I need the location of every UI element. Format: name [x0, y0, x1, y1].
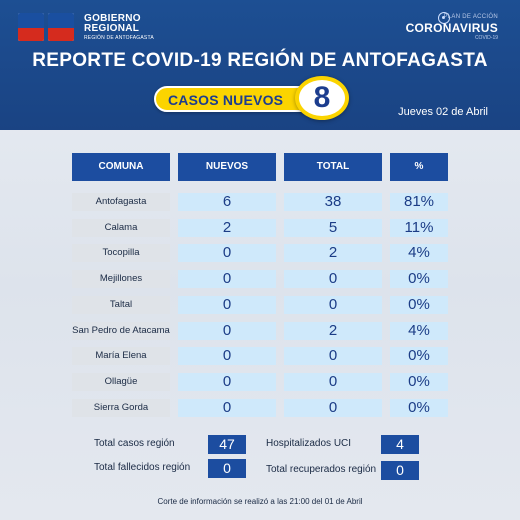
header-banner: GOBIERNO REGIONAL REGIÓN DE ANTOFAGASTA …	[0, 0, 520, 130]
new-cases-label: CASOS NUEVOS	[168, 92, 284, 108]
comuna-name: Calama	[72, 219, 170, 237]
new-cases-cell: 0	[178, 399, 276, 417]
total-cases-cell: 2	[284, 244, 382, 262]
total-cases-cell: 38	[284, 193, 382, 211]
logo-text-region: REGIÓN DE ANTOFAGASTA	[84, 34, 154, 41]
percent-cell: 4%	[390, 322, 448, 340]
header-percent: %	[390, 153, 448, 181]
header-total: TOTAL	[284, 153, 382, 181]
new-cases-cell: 0	[178, 322, 276, 340]
total-deaths-value: 0	[208, 459, 246, 478]
recovered-value: 0	[381, 461, 419, 480]
government-wordmark: GOBIERNO REGIONAL REGIÓN DE ANTOFAGASTA	[84, 12, 154, 41]
percent-cell: 0%	[390, 399, 448, 417]
new-cases-badge: CASOS NUEVOS	[154, 86, 314, 112]
plan-text: PLAN DE ACCIÓN	[443, 14, 498, 20]
total-cases-label: Total casos región	[94, 438, 175, 449]
report-date: Jueves 02 de Abril	[398, 106, 488, 118]
header-nuevos: NUEVOS	[178, 153, 276, 181]
logo-text-regional: REGIONAL	[84, 22, 140, 34]
government-logos: GOBIERNO REGIONAL REGIÓN DE ANTOFAGASTA	[18, 12, 154, 42]
total-cases-cell: 0	[284, 296, 382, 314]
regional-government-logo-icon	[48, 13, 74, 41]
campaign-sub: COVID-19	[474, 35, 498, 41]
new-cases-cell: 0	[178, 296, 276, 314]
percent-cell: 0%	[390, 347, 448, 365]
ministry-logo-icon	[18, 13, 44, 41]
new-cases-count-circle: 8	[295, 76, 349, 120]
total-cases-cell: 0	[284, 270, 382, 288]
new-cases-cell: 0	[178, 347, 276, 365]
total-cases-cell: 0	[284, 347, 382, 365]
percent-cell: 4%	[390, 244, 448, 262]
page-title: REPORTE COVID-19 REGIÓN DE ANTOFAGASTA	[32, 50, 488, 71]
comuna-name: Tocopilla	[72, 244, 170, 262]
logo-text-gobierno: GOBIERNO	[84, 12, 141, 24]
footnote: Corte de información se realizó a las 21…	[157, 497, 363, 506]
comuna-name: Taltal	[72, 296, 170, 314]
total-cases-cell: 2	[284, 322, 382, 340]
comuna-name: Sierra Gorda	[72, 399, 170, 417]
new-cases-cell: 2	[178, 219, 276, 237]
total-deaths-label: Total fallecidos región	[94, 462, 191, 473]
comuna-name: San Pedro de Atacama	[72, 322, 170, 340]
header-comuna: COMUNA	[72, 153, 170, 181]
new-cases-cell: 0	[178, 244, 276, 262]
comuna-name: Antofagasta	[72, 193, 170, 211]
percent-cell: 0%	[390, 270, 448, 288]
total-cases-value: 47	[208, 435, 246, 454]
icu-value: 4	[381, 435, 419, 454]
percent-cell: 11%	[390, 219, 448, 237]
campaign-word: CORONAVIRUS	[405, 21, 498, 35]
total-cases-cell: 0	[284, 373, 382, 391]
total-cases-cell: 5	[284, 219, 382, 237]
icu-label: Hospitalizados UCI	[266, 438, 352, 449]
recovered-label: Total recuperados región	[266, 464, 377, 475]
new-cases-cell: 0	[178, 373, 276, 391]
comuna-name: María Elena	[72, 347, 170, 365]
total-cases-cell: 0	[284, 399, 382, 417]
virus-icon	[438, 12, 450, 24]
new-cases-count: 8	[313, 81, 331, 114]
coronavirus-campaign-logo: PLAN DE ACCIÓN CORONAVIRUS COVID-19	[406, 14, 498, 41]
percent-cell: 81%	[390, 193, 448, 211]
comuna-name: Mejillones	[72, 270, 170, 288]
percent-cell: 0%	[390, 373, 448, 391]
percent-cell: 0%	[390, 296, 448, 314]
comuna-name: Ollagüe	[72, 373, 170, 391]
new-cases-cell: 0	[178, 270, 276, 288]
new-cases-cell: 6	[178, 193, 276, 211]
